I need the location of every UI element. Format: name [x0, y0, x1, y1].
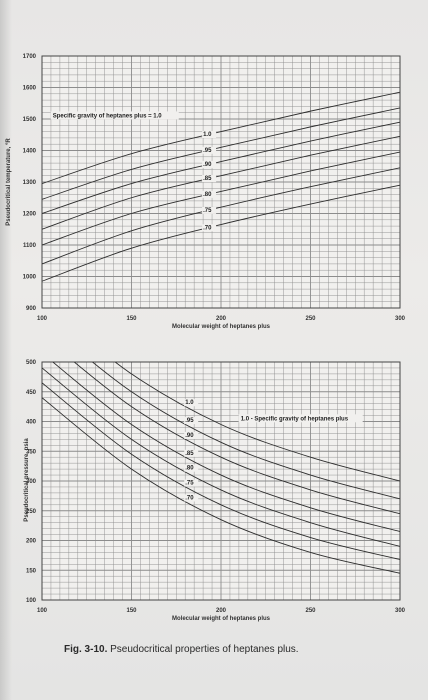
series-line-sg-10 [114, 362, 400, 482]
series-group [42, 362, 400, 574]
y-tick-label: 100 [26, 598, 37, 604]
x-tick-label: 250 [305, 316, 316, 322]
y-tick-label: 150 [26, 568, 37, 574]
series-label-bg [184, 417, 199, 425]
y-tick-label: 450 [26, 390, 37, 396]
series-label-75: .75 [203, 208, 212, 214]
series-line-sg-70 [42, 397, 400, 574]
figure-caption: Fig. 3-10. Pseudocritical properties of … [64, 644, 299, 655]
y-tick-label: 1100 [23, 243, 37, 249]
series-label-bg [184, 449, 199, 457]
x-axis-label: Molecular weight of heptanes plus [172, 324, 271, 330]
y-tick-label: 400 [26, 420, 37, 426]
series-label-70: .70 [203, 225, 212, 231]
series-label-bg [202, 175, 217, 183]
series-line-sg-75 [42, 167, 400, 265]
y-tick-label: 1600 [23, 86, 37, 92]
plot-frame [41, 55, 401, 309]
y-tick-label: 200 [26, 539, 37, 545]
series-label-bg [184, 479, 199, 487]
series-line-sg-90 [73, 362, 400, 515]
series-label-80: .80 [203, 192, 212, 198]
series-line-sg-95 [42, 107, 400, 200]
series-label-bg [202, 146, 217, 154]
series-label-10: 1.0 [185, 400, 194, 406]
y-tick-label: 1000 [23, 275, 37, 281]
x-tick-label: 200 [216, 608, 227, 614]
series-line-sg-95 [91, 362, 400, 500]
y-tick-label: 900 [26, 306, 37, 312]
series-label-70: .70 [185, 495, 194, 501]
series-label-bg [202, 206, 217, 214]
y-tick-label: 1300 [23, 180, 37, 186]
series-label-bg [184, 431, 199, 439]
y-tick-label: 1400 [23, 149, 37, 155]
y-tick-label: 250 [26, 509, 37, 515]
y-axis-label: Pseudocritical temperature, °R [6, 138, 12, 226]
chart-annotation: Specific gravity of heptanes plus = 1.0 [53, 113, 163, 119]
chart-annotation: 1.0 - Specific gravity of heptanes plus [241, 416, 349, 422]
series-label-bg [184, 464, 199, 472]
x-tick-label: 150 [126, 608, 137, 614]
page-shadow [0, 0, 12, 700]
series-label-bg [202, 224, 217, 232]
x-tick-label: 300 [395, 608, 406, 614]
series-label-85: .85 [185, 451, 194, 457]
series-line-sg-70 [42, 184, 400, 282]
y-tick-label: 500 [26, 360, 37, 366]
x-tick-label: 100 [37, 316, 48, 322]
series-line-sg-85 [42, 135, 400, 230]
annotation-bg [238, 414, 363, 423]
y-tick-label: 1200 [23, 212, 37, 218]
series-label-80: .80 [185, 466, 194, 472]
series-label-bg [202, 190, 217, 198]
y-axis-label: Pseudocritical pressure, psia [24, 438, 30, 522]
series-line-sg-90 [42, 121, 400, 214]
series-label-95: .95 [203, 148, 212, 154]
grid [41, 55, 401, 309]
series-group [42, 91, 400, 282]
series-label-85: .85 [203, 176, 212, 182]
caption-prefix: Fig. 3-10. [64, 644, 108, 655]
chart-temperature: 1.0 .95 .90 .85 .80 .75 .70 900 1000 1100 1200 1300… [6, 54, 406, 330]
y-tick-label: 1700 [23, 54, 37, 60]
x-tick-label: 300 [395, 316, 406, 322]
x-axis-label: Molecular weight of heptanes plus [172, 616, 271, 622]
chart-pressure: 1.0 .95 .90 .85 .80 .75 .70 100 150 200 250 300 350 4… [24, 360, 406, 622]
series-label-75: .75 [185, 481, 194, 487]
series-label-bg [184, 399, 199, 407]
series-label-bg [202, 131, 217, 139]
series-line-sg-80 [42, 151, 400, 246]
series-label-90: .90 [185, 433, 194, 439]
series-line-sg-10 [42, 91, 400, 185]
y-tick-label: 300 [26, 479, 37, 485]
y-tick-label: 350 [26, 449, 37, 455]
caption-text: Pseudocritical properties of heptanes pl… [110, 644, 299, 655]
series-label-bg [202, 160, 217, 168]
series-label-90: .90 [203, 162, 212, 168]
x-tick-label: 100 [37, 608, 48, 614]
series-line-sg-80 [42, 367, 400, 547]
x-tick-label: 200 [216, 316, 227, 322]
series-label-95: .95 [185, 418, 194, 424]
annotation-bg [50, 111, 179, 120]
series-line-sg-75 [42, 382, 400, 560]
x-tick-label: 250 [305, 608, 316, 614]
series-line-sg-85 [52, 362, 400, 533]
series-label-bg [184, 494, 199, 502]
y-tick-label: 1500 [23, 117, 37, 123]
x-tick-label: 150 [126, 316, 137, 322]
series-label-10: 1.0 [203, 132, 212, 138]
